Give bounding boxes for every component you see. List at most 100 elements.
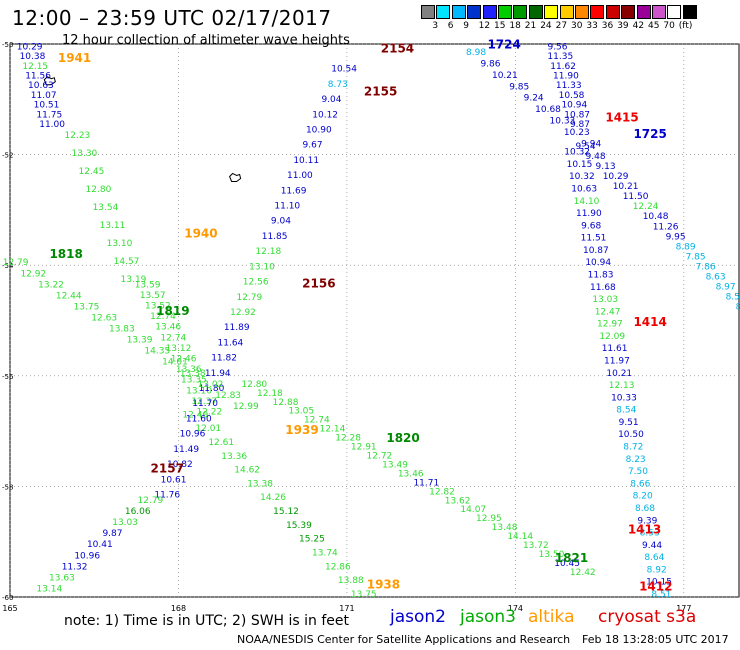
wave-height-value: 10.21 xyxy=(606,369,632,379)
wave-height-value: 11.26 xyxy=(653,222,679,232)
pass-time-label: 1819 xyxy=(156,304,189,318)
wave-height-value: 10.63 xyxy=(571,184,597,194)
wave-height-value: 12.28 xyxy=(335,434,361,444)
wave-height-value: 13.03 xyxy=(592,295,618,305)
wave-height-value: 14.10 xyxy=(574,197,600,207)
wave-height-value: 10.50 xyxy=(618,430,644,440)
island-outline xyxy=(43,76,56,86)
colorbar-swatch xyxy=(451,5,466,19)
wave-height-value: 11.90 xyxy=(553,72,579,82)
wave-height-value: 8.23 xyxy=(626,455,646,465)
wave-height-value: 10.48 xyxy=(643,212,669,222)
wave-height-value: 10.15 xyxy=(567,160,593,170)
wave-height-value: 11.07 xyxy=(31,91,57,101)
wave-height-value: 8.63 xyxy=(706,272,726,282)
wave-height-value: 14.57 xyxy=(114,257,140,267)
wave-height-value: 12.13 xyxy=(609,381,635,391)
wave-height-value: 10.63 xyxy=(28,81,54,91)
wave-height-value: 8.66 xyxy=(630,479,650,489)
wave-height-value: 13.88 xyxy=(338,576,364,586)
wave-height-value: 7.85 xyxy=(686,252,706,262)
lat-tick-label: -50 xyxy=(2,41,13,49)
wave-height-value: 9.13 xyxy=(596,162,616,172)
wave-height-value: 12.22 xyxy=(196,408,222,418)
wave-height-value: 12.97 xyxy=(597,320,623,330)
wave-height-value: 10.94 xyxy=(561,101,587,111)
wave-height-value: 12.74 xyxy=(160,333,186,343)
wave-height-value: 10.23 xyxy=(564,128,590,138)
wave-height-value: 13.75 xyxy=(351,590,377,600)
wave-height-value: 13.12 xyxy=(166,344,192,354)
wave-height-value: 11.89 xyxy=(224,323,250,333)
wave-height-value: 11.62 xyxy=(550,62,576,72)
wave-height-value: 11.76 xyxy=(154,490,180,500)
wave-height-value: 13.36 xyxy=(176,365,202,375)
wave-height-value: 9.87 xyxy=(102,529,122,539)
wave-height-value: 12.88 xyxy=(273,398,299,408)
wave-height-value: 12.74 xyxy=(150,312,176,322)
wave-height-value: 13.52 xyxy=(145,302,171,312)
note-text: note: 1) Time is in UTC; 2) SWH is in fe… xyxy=(64,613,350,629)
wave-height-value: 8.66 xyxy=(736,302,740,312)
wave-height-value: 14.01 xyxy=(162,358,188,368)
wave-height-value: 10.41 xyxy=(87,540,113,550)
colorbar-swatch xyxy=(436,5,451,19)
colorbar-swatch xyxy=(482,5,497,19)
wave-height-value: 13.75 xyxy=(74,302,100,312)
wave-height-value: 11.56 xyxy=(25,72,51,82)
wave-height-value: 12.80 xyxy=(241,380,267,390)
wave-height-value: 10.11 xyxy=(293,156,319,166)
colorbar-label: 30 xyxy=(571,21,583,31)
wave-height-value: 10.96 xyxy=(180,430,206,440)
wave-height-value: 8.89 xyxy=(676,242,696,252)
wave-height-value: 9.94 xyxy=(581,139,601,149)
wave-height-value: 9.48 xyxy=(586,152,606,162)
wave-height-value: 13.39 xyxy=(127,336,153,346)
lat-tick-label: -52 xyxy=(2,152,13,160)
colorbar-swatch xyxy=(652,5,666,19)
colorbar-swatch xyxy=(667,5,682,19)
wave-height-value: 10.32 xyxy=(564,148,590,158)
wave-height-value: 12.86 xyxy=(325,562,351,572)
wave-height-value: 10.51 xyxy=(34,101,60,111)
island-outline xyxy=(229,172,242,182)
wave-height-value: 12.79 xyxy=(3,258,29,268)
colorbar-swatch xyxy=(421,5,435,19)
wave-height-value: 8.98 xyxy=(466,48,486,58)
wave-height-value: 10.58 xyxy=(559,91,585,101)
wave-height-value: 12.80 xyxy=(86,185,112,195)
wave-height-value: 15.25 xyxy=(299,535,325,545)
wave-height-value: 12.09 xyxy=(599,332,625,342)
wave-height-value: 8.53 xyxy=(640,529,660,539)
legend-jason2: jason2 xyxy=(390,607,446,627)
wave-height-value: 10.45 xyxy=(554,559,580,569)
wave-height-value: 11.69 xyxy=(281,186,307,196)
wave-height-value: 12.72 xyxy=(367,451,393,461)
pass-time-label: 2156 xyxy=(302,276,335,290)
wave-height-value: 9.24 xyxy=(524,94,544,104)
wave-height-value: 12.83 xyxy=(215,391,241,401)
wave-height-value: 13.02 xyxy=(198,380,224,390)
wave-height-value: 11.94 xyxy=(205,369,231,379)
colorbar-swatch xyxy=(498,5,512,19)
wave-height-value: 9.39 xyxy=(637,516,657,526)
colorbar-label: 27 xyxy=(555,21,568,31)
wave-height-value: 11.70 xyxy=(192,399,218,409)
wave-height-value: 10.68 xyxy=(535,105,561,115)
pass-time-label: 2154 xyxy=(381,41,414,55)
wave-height-value: 13.35 xyxy=(181,376,207,386)
wave-height-value: 13.72 xyxy=(523,541,549,551)
wave-height-value: 11.00 xyxy=(39,120,65,130)
pass-time-label: 1821 xyxy=(555,551,588,565)
wave-height-value: 14.26 xyxy=(260,493,286,503)
wave-height-value: 9.04 xyxy=(271,217,291,227)
pass-time-label: 1725 xyxy=(633,127,666,141)
wave-height-value: 8.54 xyxy=(616,406,636,416)
wave-height-value: 11.35 xyxy=(547,52,573,62)
wave-height-value: 8.20 xyxy=(633,492,653,502)
wave-height-value: 9.95 xyxy=(666,232,686,242)
wave-height-value: 11.80 xyxy=(199,384,225,394)
legend-cryosat: cryosat s3a xyxy=(598,607,697,627)
wave-height-value: 13.48 xyxy=(492,523,518,533)
